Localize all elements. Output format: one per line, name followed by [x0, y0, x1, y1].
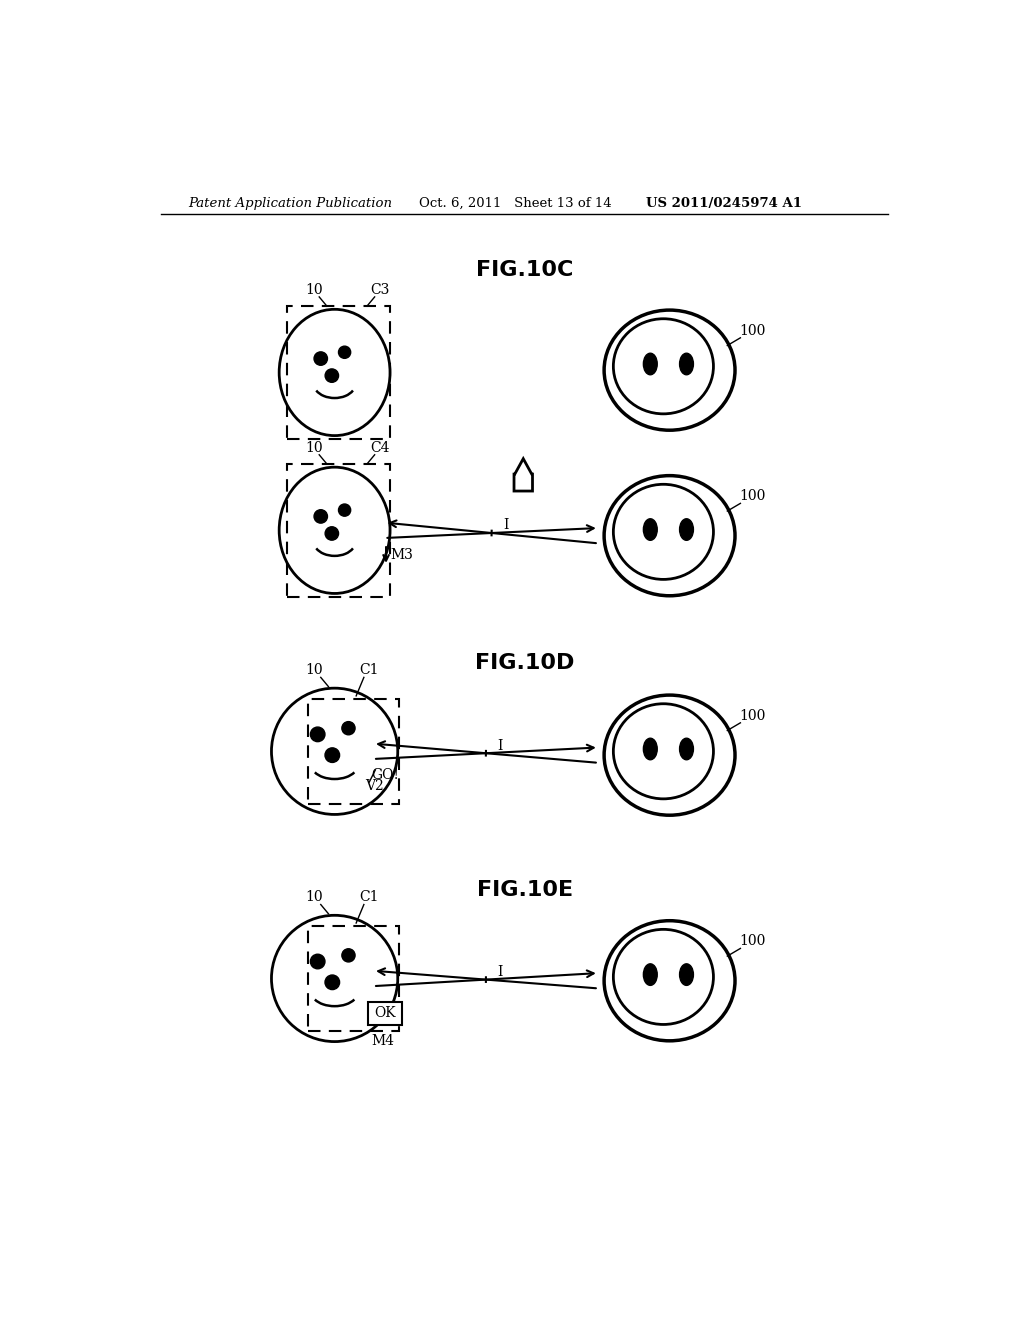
Ellipse shape [613, 704, 714, 799]
Circle shape [325, 975, 340, 990]
Text: V2: V2 [366, 779, 384, 793]
Text: C4: C4 [370, 441, 389, 454]
Circle shape [342, 722, 355, 735]
Ellipse shape [604, 696, 735, 816]
Text: FIG.10E: FIG.10E [477, 880, 572, 900]
Text: C1: C1 [359, 664, 379, 677]
Text: Patent Application Publication: Patent Application Publication [188, 197, 392, 210]
Text: 10: 10 [305, 282, 323, 297]
Circle shape [271, 688, 397, 814]
Text: 100: 100 [739, 935, 765, 948]
Bar [288, 465, 390, 597]
Text: GO!: GO! [372, 768, 399, 783]
Circle shape [310, 727, 325, 742]
Ellipse shape [643, 519, 657, 540]
Ellipse shape [280, 309, 390, 436]
Ellipse shape [613, 484, 714, 579]
Circle shape [271, 915, 397, 1041]
Text: 100: 100 [739, 490, 765, 503]
Text: FIG.10D: FIG.10D [475, 653, 574, 673]
Circle shape [310, 954, 325, 969]
Circle shape [314, 352, 328, 366]
Ellipse shape [680, 964, 693, 985]
Ellipse shape [613, 318, 714, 414]
Ellipse shape [680, 519, 693, 540]
Ellipse shape [280, 467, 390, 594]
Bar [307, 700, 398, 804]
Polygon shape [514, 459, 532, 491]
Circle shape [339, 504, 350, 516]
Text: C3: C3 [370, 282, 389, 297]
Ellipse shape [643, 738, 657, 760]
Ellipse shape [643, 354, 657, 375]
Text: 100: 100 [739, 323, 765, 338]
Circle shape [326, 527, 339, 540]
Circle shape [326, 368, 339, 383]
Bar [307, 927, 398, 1031]
Ellipse shape [680, 354, 693, 375]
Circle shape [342, 949, 355, 962]
FancyBboxPatch shape [369, 1002, 402, 1024]
Text: 100: 100 [739, 709, 765, 723]
Ellipse shape [680, 738, 693, 760]
Ellipse shape [604, 310, 735, 430]
Circle shape [325, 748, 340, 763]
Ellipse shape [604, 475, 735, 595]
Ellipse shape [643, 964, 657, 985]
Circle shape [314, 510, 328, 523]
Text: I: I [503, 519, 509, 532]
Text: I: I [498, 738, 503, 752]
Ellipse shape [604, 921, 735, 1040]
Text: 10: 10 [305, 891, 323, 904]
Ellipse shape [613, 929, 714, 1024]
Text: FIG.10C: FIG.10C [476, 260, 573, 280]
Text: M3: M3 [390, 548, 413, 562]
Text: C1: C1 [359, 891, 379, 904]
Text: 10: 10 [305, 664, 323, 677]
Text: I: I [498, 965, 503, 979]
Text: OK: OK [375, 1006, 396, 1020]
Text: M4: M4 [372, 1034, 394, 1048]
Text: 10: 10 [305, 441, 323, 454]
Text: Oct. 6, 2011   Sheet 13 of 14: Oct. 6, 2011 Sheet 13 of 14 [419, 197, 612, 210]
Circle shape [339, 346, 350, 358]
Text: US 2011/0245974 A1: US 2011/0245974 A1 [646, 197, 803, 210]
Bar [288, 306, 390, 438]
